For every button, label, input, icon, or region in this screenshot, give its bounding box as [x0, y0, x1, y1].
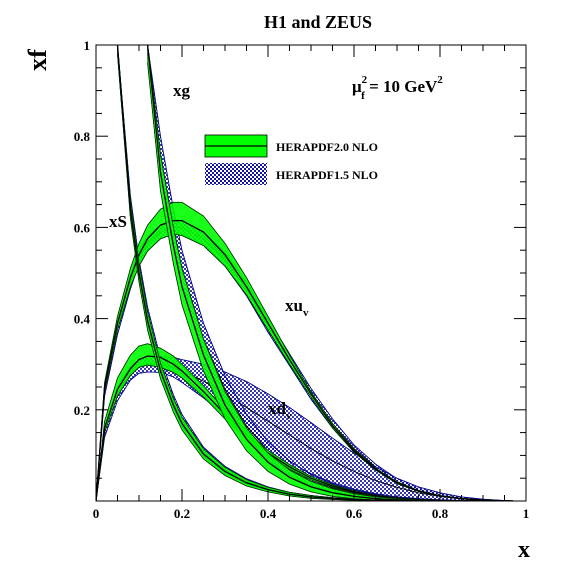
label-xs: xS: [109, 212, 127, 231]
chart-title: H1 and ZEUS: [264, 12, 372, 32]
y-tick-label: 0.8: [74, 129, 91, 144]
label-xuv-main: xu: [285, 296, 303, 315]
legend-label-herapdf15: HERAPDF1.5 NLO: [276, 168, 378, 182]
label-xg: xg: [173, 81, 191, 100]
label-xdv-main: xd: [268, 399, 287, 418]
x-tick-label: 0.4: [260, 506, 277, 521]
legend-label-herapdf20: HERAPDF2.0 NLO: [276, 140, 378, 154]
legend-swatch-herapdf15: [205, 163, 267, 185]
scale-rest: = 10 GeV: [365, 77, 438, 96]
label-xuv-sub: v: [303, 307, 309, 319]
axes: 0 0.2 0.4 0.6 0.8 1 0.2 0.4 0.6 0.8 1: [74, 38, 530, 521]
central-line-xg-herapdf1-5-nlo: [147, 45, 514, 501]
scale-mu: μ: [352, 77, 362, 96]
label-xdv-sub: v: [286, 410, 292, 422]
legend: HERAPDF2.0 NLO HERAPDF1.5 NLO: [204, 134, 378, 185]
x-tick-label: 1: [523, 506, 530, 521]
y-tick-label: 0.4: [74, 312, 91, 327]
x-axis-title: x: [518, 537, 530, 563]
scale-sub: f: [361, 90, 365, 102]
x-tick-label: 0: [93, 506, 100, 521]
pdf-bands: [96, 45, 514, 501]
x-tick-label: 0.8: [432, 506, 449, 521]
upper-edge-xg-herapdf1-5-nlo: [147, 45, 514, 501]
y-tick-label: 1: [84, 38, 91, 53]
central-line-xs-herapdf2-0-nlo: [116, 45, 514, 501]
upper-edge-xg-herapdf2-0-nlo: [147, 45, 514, 501]
scale-label: μ2 f = 10 GeV2: [352, 74, 443, 102]
y-axis-title: xf: [23, 49, 52, 71]
x-tick-label: 0.2: [174, 506, 190, 521]
central-line-xg-herapdf2-0-nlo: [146, 45, 514, 501]
label-xuv: xuv: [285, 296, 309, 319]
band-xg-herapdf1-5-nlo: [147, 45, 514, 501]
y-tick-label: 0.2: [74, 403, 90, 418]
label-xdv: xdv: [268, 399, 292, 422]
x-tick-label: 0.6: [346, 506, 363, 521]
lower-edge-xg-herapdf1-5-nlo: [147, 54, 514, 501]
band-xg-herapdf2-0-nlo: [147, 45, 514, 501]
y-tick-label: 0.6: [74, 220, 91, 235]
scale-rest-sup: 2: [437, 74, 443, 86]
scale-sup: 2: [362, 74, 368, 86]
lower-edge-xg-herapdf2-0-nlo: [147, 63, 514, 501]
